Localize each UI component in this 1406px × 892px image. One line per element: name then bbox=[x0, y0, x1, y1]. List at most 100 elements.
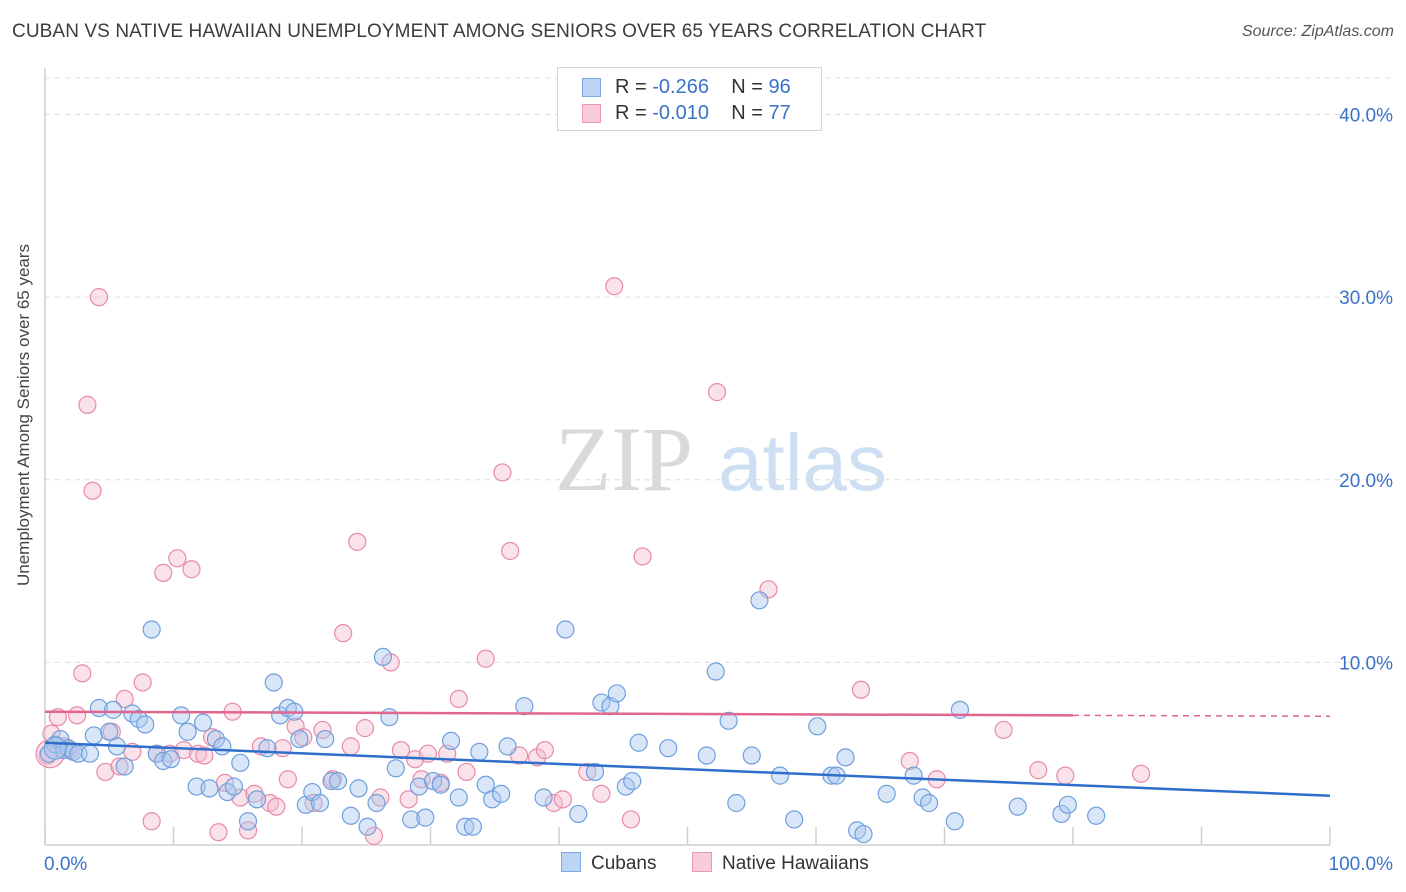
hawaiian-point bbox=[412, 770, 431, 789]
hawaiian-point bbox=[83, 481, 102, 500]
legend-r-label: R = bbox=[615, 76, 647, 98]
hawaiian-point bbox=[89, 288, 109, 307]
cuban-point bbox=[402, 810, 421, 829]
cuban-point bbox=[854, 824, 873, 844]
cuban-point bbox=[367, 793, 386, 813]
hawaiian-point bbox=[1132, 764, 1151, 783]
cubans-trendline bbox=[44, 741, 1331, 797]
hawaiian-point bbox=[267, 797, 286, 816]
cuban-point bbox=[836, 748, 855, 767]
y-axis-label: Unemployment Among Seniors over 65 years bbox=[14, 243, 33, 587]
cuban-point bbox=[515, 697, 534, 716]
watermark-atlas: atlas bbox=[718, 418, 887, 507]
cuban-point bbox=[310, 793, 330, 813]
hawaiian-point bbox=[994, 720, 1013, 740]
hawaiian-point bbox=[355, 719, 375, 738]
hawaiian-point bbox=[553, 790, 572, 809]
hawaiian-point bbox=[621, 810, 641, 829]
cuban-point bbox=[770, 766, 790, 785]
hawaiian-point bbox=[209, 823, 228, 842]
hawaiian-point bbox=[493, 463, 512, 482]
legend-r-label: R = bbox=[615, 102, 647, 124]
cuban-point bbox=[247, 790, 267, 809]
legend-n-label: N = bbox=[731, 102, 763, 124]
cuban-point bbox=[877, 784, 896, 803]
cuban-point bbox=[358, 817, 377, 836]
y-tick-label: 20.0% bbox=[1339, 471, 1393, 492]
source-label: Source: ZipAtlas.com bbox=[1241, 23, 1394, 40]
x-tick-label-min: 0.0% bbox=[44, 854, 87, 875]
bottom-legend-hawaiians: Native Hawaiians bbox=[692, 852, 869, 875]
hawaiian-point bbox=[544, 793, 563, 813]
watermark-zip: ZIP bbox=[555, 408, 693, 510]
legend-n-label: N = bbox=[731, 76, 763, 98]
cuban-point bbox=[470, 742, 489, 761]
cuban-point bbox=[498, 737, 517, 756]
cuban-point bbox=[349, 779, 368, 798]
cuban-point bbox=[919, 793, 939, 813]
hawaiian-point bbox=[1056, 766, 1075, 785]
cuban-point bbox=[808, 717, 827, 736]
cuban-point bbox=[449, 788, 468, 807]
cuban-point bbox=[585, 762, 605, 782]
cuban-point bbox=[904, 766, 923, 785]
bottom-legend-label-cubans: Cubans bbox=[591, 853, 657, 874]
legend-hawaiians-n: 77 bbox=[768, 102, 791, 124]
hawaiian-point bbox=[238, 821, 258, 840]
hawaiian-point bbox=[1029, 761, 1048, 780]
hawaiian-point bbox=[341, 737, 360, 756]
cuban-point bbox=[80, 744, 100, 763]
cuban-point bbox=[742, 746, 761, 765]
hawaiian-point bbox=[535, 740, 554, 760]
cuban-point bbox=[206, 729, 226, 749]
hawaiian-point bbox=[334, 624, 353, 643]
legend-cubans-r: -0.266 bbox=[652, 76, 709, 98]
cuban-point bbox=[258, 739, 277, 758]
cuban-point bbox=[463, 817, 483, 836]
bottom-legend-cubans: Cubans bbox=[561, 852, 657, 875]
cuban-point bbox=[556, 620, 575, 639]
cuban-point bbox=[623, 771, 642, 791]
cuban-point bbox=[380, 708, 399, 727]
legend-swatch-hawaiians bbox=[582, 104, 601, 123]
hawaiian-point bbox=[457, 762, 476, 782]
cuban-point bbox=[104, 700, 123, 719]
cuban-point bbox=[727, 793, 746, 813]
cuban-point bbox=[238, 812, 258, 831]
bottom-legend-label-hawaiians: Native Hawaiians bbox=[722, 853, 869, 874]
cuban-point bbox=[750, 591, 769, 610]
bottom-legend-swatch-cubans bbox=[561, 852, 581, 872]
hawaiian-point bbox=[633, 547, 652, 566]
hawaiian-point bbox=[78, 395, 97, 414]
cuban-point bbox=[213, 737, 232, 756]
correlation-legend: R = -0.266 N = 96 R = -0.010 N = 77 bbox=[557, 67, 822, 131]
cuban-point bbox=[629, 733, 648, 752]
cuban-point bbox=[1058, 795, 1077, 814]
cuban-cluster-point bbox=[43, 736, 67, 760]
cuban-point bbox=[193, 713, 213, 732]
cuban-point bbox=[1087, 806, 1106, 825]
cuban-point bbox=[697, 746, 716, 765]
cuban-point bbox=[456, 817, 475, 836]
x-tick-label-max: 100.0% bbox=[1329, 854, 1394, 875]
hawaiian-point bbox=[348, 532, 367, 551]
hawaiian-point bbox=[133, 673, 152, 692]
bottom-legend-swatch-hawaiians bbox=[692, 852, 712, 872]
hawaiian-point bbox=[476, 649, 495, 668]
hawaiian-point bbox=[707, 383, 727, 402]
cuban-point bbox=[607, 684, 626, 703]
hawaiian-point bbox=[96, 762, 115, 782]
hawaiian-point bbox=[592, 784, 611, 803]
cuban-point bbox=[945, 812, 964, 831]
cuban-point bbox=[706, 662, 725, 681]
y-axis-label-wrap: Unemployment Among Seniors over 65 years bbox=[4, 90, 44, 740]
cuban-point bbox=[341, 806, 360, 825]
cuban-point bbox=[264, 673, 283, 692]
cuban-point bbox=[290, 729, 309, 749]
legend-swatch-cubans bbox=[582, 78, 601, 97]
hawaiian-point bbox=[399, 790, 418, 809]
cuban-point bbox=[322, 771, 341, 791]
cuban-point bbox=[483, 790, 502, 809]
legend-hawaiians-r: -0.010 bbox=[652, 102, 709, 124]
cuban-point bbox=[316, 729, 335, 749]
